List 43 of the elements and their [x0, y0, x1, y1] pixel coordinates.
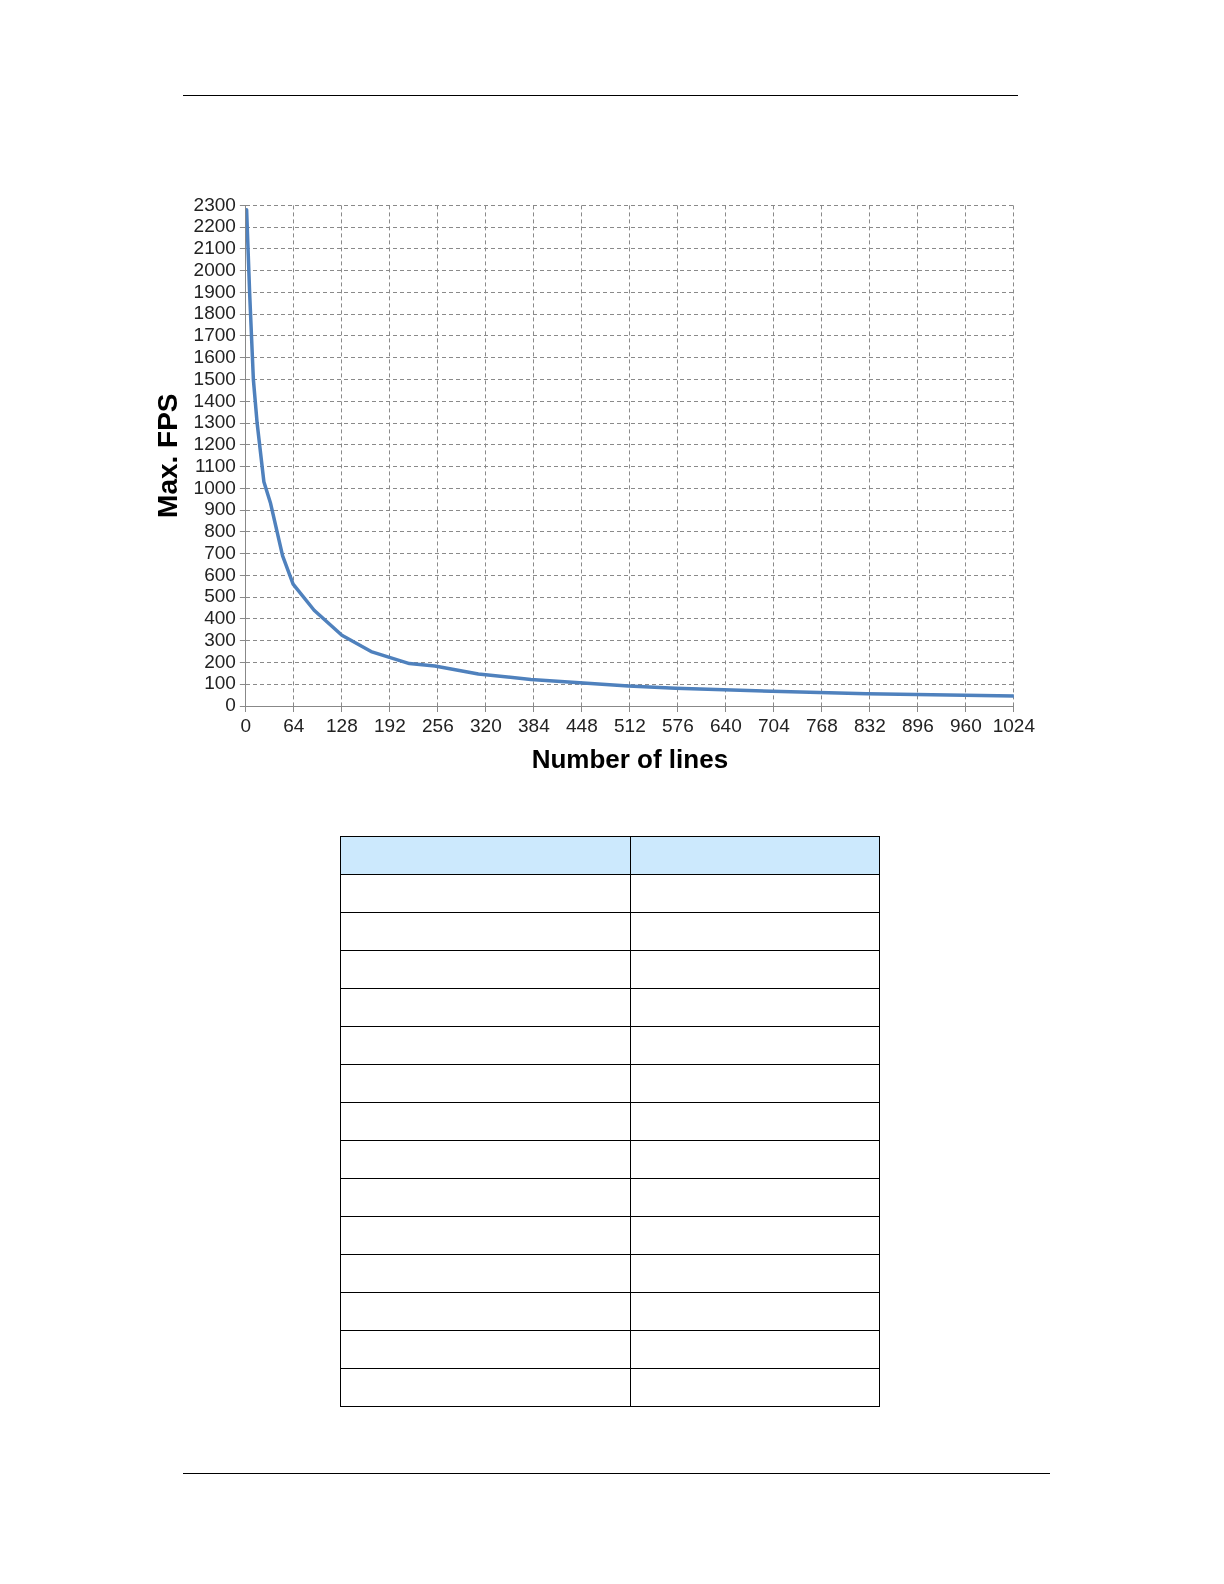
x-tick-label: 1024: [992, 714, 1036, 736]
x-tick-label: 896: [902, 714, 934, 736]
x-tick-label: 640: [710, 714, 742, 736]
y-tick-label: 900: [204, 498, 236, 520]
y-tick-label: 600: [204, 563, 236, 585]
x-tick-label: 320: [470, 714, 502, 736]
x-tick-label: 384: [518, 714, 551, 736]
y-tick-label: 800: [204, 520, 236, 542]
y-tick-label: 400: [204, 607, 236, 629]
x-tick-label: 0: [240, 714, 252, 736]
y-tick-label: 1100: [195, 454, 236, 476]
x-tick-label: 576: [662, 714, 694, 736]
y-tick-label: 1700: [193, 324, 236, 346]
y-tick-label: 300: [204, 628, 236, 650]
y-tick-label: 2300: [193, 193, 236, 215]
y-tick-label: 100: [204, 672, 236, 694]
x-tick-label: 768: [806, 714, 838, 736]
y-tick-label: 2200: [193, 215, 236, 237]
x-tick-label: 960: [950, 714, 982, 736]
y-tick-label: 1300: [193, 411, 236, 433]
y-tick-label: 1800: [193, 302, 236, 324]
x-tick-label: 192: [374, 714, 406, 736]
x-tick-label: 256: [422, 714, 454, 736]
x-tick-label: 448: [566, 714, 598, 736]
y-tick-label: 1500: [193, 367, 236, 389]
y-tick-label: 2100: [193, 237, 236, 259]
y-axis-title: Max. FPS: [151, 393, 183, 518]
y-tick-label: 1400: [193, 389, 236, 411]
x-tick-label: 512: [614, 714, 646, 736]
x-axis-title: Number of lines: [531, 743, 729, 774]
y-tick-label: 2000: [193, 258, 236, 280]
y-tick-label: 1200: [193, 433, 236, 455]
y-tick-label: 200: [204, 650, 236, 672]
y-tick-label: 500: [204, 585, 236, 607]
x-tick-label: 64: [283, 714, 305, 736]
x-tick-label: 128: [326, 714, 358, 736]
y-tick-label: 1000: [193, 476, 236, 498]
x-tick-label: 704: [758, 714, 791, 736]
y-tick-label: 0: [225, 694, 236, 716]
x-tick-label: 832: [854, 714, 886, 736]
y-tick-label: 1900: [193, 280, 236, 302]
y-tick-label: 700: [204, 541, 236, 563]
y-tick-label: 1600: [193, 345, 236, 367]
